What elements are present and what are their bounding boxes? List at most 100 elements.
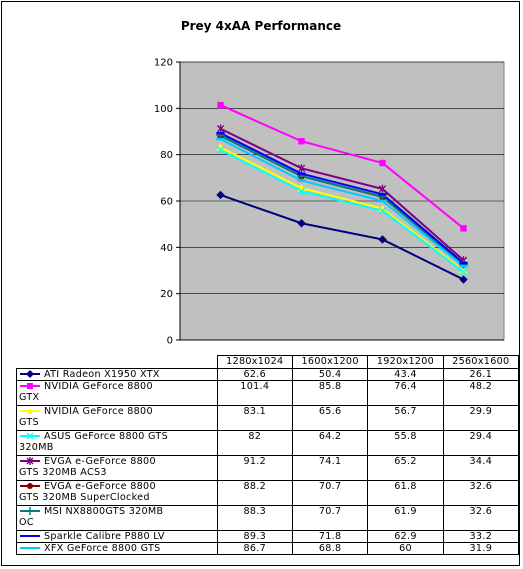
data-point [378,206,387,215]
data-label: 62.9 [367,530,444,543]
data-label: 101.4 [216,380,293,406]
legend-label: ASUS GeForce 8800 GTS [44,431,168,442]
legend-label: GTX [19,392,40,403]
legend-entry: ATI Radeon X1950 XTX [16,368,218,381]
table-row: ATI Radeon X1950 XTX 62.6 50.4 43.4 26.1 [16,368,520,381]
data-label: 70.7 [291,505,369,531]
data-point [297,219,306,228]
legend-label: NVIDIA GeForce 8800 [44,381,153,392]
x-tick-label: 1600x1200 [291,355,369,369]
data-label: 71.8 [291,530,369,543]
table-header-row: 1280x1024 1600x1200 1920x1200 2560x1600 [16,355,520,369]
data-label: 82 [216,430,293,456]
data-point [378,204,387,212]
table-row: NVIDIA GeForce 8800 GTX 101.4 85.8 76.4 48.2 [16,380,520,406]
data-label: 83.1 [216,405,293,431]
y-tick-label: 80 [160,150,173,161]
x-tick-label: 1920x1200 [367,355,444,369]
series-line [220,104,465,230]
legend-label: NVIDIA GeForce 8800 [44,406,153,417]
legend-entry: EVGA e-GeForce 8800 GTS 320MB ACS3 [16,455,218,481]
series-line [220,138,465,267]
data-table: 1280x1024 1600x1200 1920x1200 2560x1600 ATI … [16,355,520,555]
legend-swatch [20,408,40,414]
data-point [297,179,306,182]
data-label: 88.3 [216,505,293,531]
legend-swatch [20,483,40,489]
y-tick-label: 100 [154,104,173,115]
data-point [297,187,306,196]
table-row: NVIDIA GeForce 8800 GTS 83.1 65.6 56.7 29.9 [16,405,520,431]
data-point [459,261,468,265]
data-point [459,275,468,284]
data-point [298,138,305,145]
table-row: EVGA e-GeForce 8800 GTS 320MB ACS3 91.2 74.… [16,455,520,481]
data-label: 26.1 [442,368,520,381]
data-label: 31.9 [442,542,520,555]
table-row: MSI NX8800GTS 320MB OC 88.3 70.7 61.9 32.6 [16,505,520,531]
data-label: 29.4 [442,430,520,456]
data-label: 62.6 [216,368,293,381]
legend-swatch [20,383,40,389]
legend-label: EVGA e-GeForce 8800 [44,456,156,467]
table-row: XFX GeForce 8800 GTS 86.7 68.8 60 31.9 [16,542,520,555]
data-label: 60 [367,542,444,555]
data-label: 50.4 [291,368,369,381]
data-label: 61.9 [367,505,444,531]
legend-label: MSI NX8800GTS 320MB [44,506,164,517]
series-line [220,146,465,272]
data-label: 61.8 [367,480,444,506]
data-point [378,235,387,244]
data-label: 32.6 [442,505,520,531]
data-point [379,159,386,167]
data-label: 74.1 [291,455,369,481]
legend-entry: XFX GeForce 8800 GTS [16,542,218,555]
legend-entry: ASUS GeForce 8800 GTS 320MB [16,430,218,456]
data-point [216,131,225,135]
y-tick-label: 20 [160,289,173,300]
data-point [297,172,306,175]
data-label: 85.8 [291,380,369,406]
data-point [297,164,306,173]
series-line [220,194,464,281]
data-label: 43.4 [367,368,444,381]
legend-entry: NVIDIA GeForce 8800 GTX [16,380,218,406]
data-label: 33.2 [442,530,520,543]
data-label: 68.8 [291,542,369,555]
table-row: EVGA e-GeForce 8800 GTS 320MB SuperClocke… [16,480,520,506]
data-label: 89.3 [216,530,293,543]
legend-label: EVGA e-GeForce 8800 [44,481,156,492]
table-row: ASUS GeForce 8800 GTS 320MB 82 64.2 55.8 29.4 [16,430,520,456]
data-label: 65.2 [367,455,444,481]
data-label: 48.2 [442,380,520,406]
legend-swatch [20,432,40,440]
data-label: 65.6 [291,405,369,431]
data-point [459,268,468,276]
data-label: 70.7 [291,480,369,506]
legend-label: GTS 320MB SuperClocked [19,492,150,503]
chart-title: Prey 4xAA Performance [181,19,341,33]
data-point [378,184,387,194]
legend-swatch [20,507,40,515]
legend-entry: EVGA e-GeForce 8800 GTS 320MB SuperClocke… [16,480,218,506]
data-point [378,199,387,203]
data-label: 56.7 [367,405,444,431]
legend-entry: MSI NX8800GTS 320MB OC [16,505,218,531]
legend-label: ATI Radeon X1950 XTX [44,369,160,380]
data-label: 86.7 [216,542,293,555]
data-label: 29.9 [442,405,520,431]
y-tick-label: 60 [160,197,173,208]
legend-swatch [20,535,40,537]
legend-entry: NVIDIA GeForce 8800 GTS [16,405,218,431]
data-label: 32.6 [442,480,520,506]
series-line [220,127,465,262]
table-row: Sparkle Calibre P880 LV 89.3 71.8 62.9 33.2 [16,530,520,543]
y-tick-label: 0 [167,336,173,347]
data-point [216,137,225,141]
data-point [216,146,225,154]
data-point [378,193,387,196]
data-point [459,264,468,268]
y-tick-label: 120 [154,58,173,69]
